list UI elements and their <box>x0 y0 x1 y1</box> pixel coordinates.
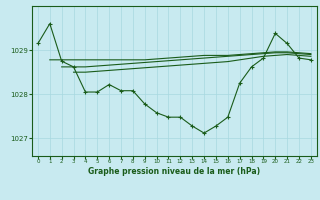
X-axis label: Graphe pression niveau de la mer (hPa): Graphe pression niveau de la mer (hPa) <box>88 167 260 176</box>
